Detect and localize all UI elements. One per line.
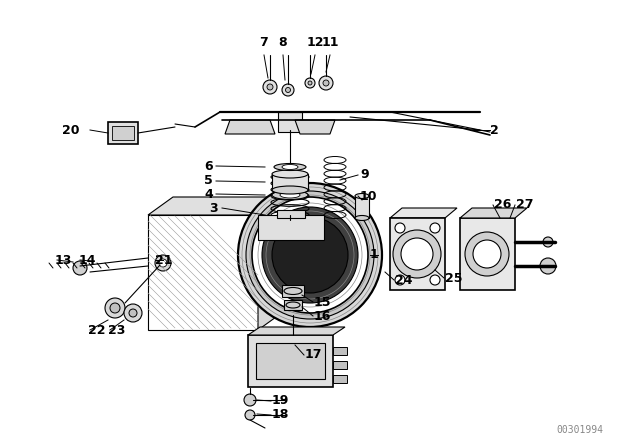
Circle shape — [110, 303, 120, 313]
Circle shape — [395, 223, 405, 233]
Polygon shape — [248, 327, 345, 335]
Ellipse shape — [282, 164, 298, 169]
Text: 00301994: 00301994 — [557, 425, 604, 435]
Circle shape — [244, 394, 256, 406]
Circle shape — [267, 84, 273, 90]
Circle shape — [105, 298, 125, 318]
Text: 23: 23 — [108, 323, 125, 336]
Text: 7: 7 — [260, 35, 268, 48]
Text: 1: 1 — [370, 249, 379, 262]
Bar — [256, 343, 325, 379]
Bar — [282, 285, 304, 297]
Circle shape — [124, 304, 142, 322]
Polygon shape — [148, 215, 258, 330]
Bar — [390, 218, 445, 290]
Text: 13: 13 — [55, 254, 72, 267]
Text: 8: 8 — [278, 35, 287, 48]
Circle shape — [263, 80, 277, 94]
Polygon shape — [148, 197, 283, 215]
Text: 16: 16 — [314, 310, 332, 323]
Circle shape — [238, 183, 382, 327]
Circle shape — [155, 255, 171, 271]
Circle shape — [129, 309, 137, 317]
Text: 21: 21 — [155, 254, 173, 267]
Text: 9: 9 — [360, 168, 369, 181]
Bar — [284, 300, 302, 310]
Circle shape — [543, 237, 553, 247]
Ellipse shape — [272, 170, 308, 178]
Text: 24: 24 — [395, 273, 413, 287]
Circle shape — [430, 275, 440, 285]
Text: 19: 19 — [272, 395, 289, 408]
Text: 10: 10 — [360, 190, 378, 202]
Ellipse shape — [286, 302, 300, 308]
Text: 14: 14 — [79, 254, 97, 267]
Text: 20: 20 — [62, 124, 79, 137]
Text: 11: 11 — [321, 35, 339, 48]
Text: 27: 27 — [516, 198, 534, 211]
Ellipse shape — [355, 194, 369, 198]
Bar — [258, 215, 324, 240]
Circle shape — [73, 261, 87, 275]
Bar — [333, 361, 347, 369]
Polygon shape — [295, 120, 335, 134]
Text: 17: 17 — [305, 349, 323, 362]
Text: 25: 25 — [445, 271, 463, 284]
Bar — [272, 174, 308, 190]
Bar — [112, 126, 134, 140]
Ellipse shape — [355, 215, 369, 220]
Bar — [278, 112, 302, 132]
Ellipse shape — [284, 288, 302, 294]
Circle shape — [323, 80, 329, 86]
Text: 26: 26 — [494, 198, 511, 211]
Circle shape — [308, 81, 312, 85]
Circle shape — [272, 217, 348, 293]
Ellipse shape — [272, 190, 308, 199]
Bar — [355, 196, 369, 218]
Polygon shape — [390, 208, 457, 218]
Bar — [148, 215, 258, 330]
Text: 3: 3 — [209, 202, 218, 215]
Polygon shape — [258, 197, 283, 330]
Ellipse shape — [280, 192, 300, 198]
Circle shape — [252, 197, 368, 313]
Bar — [460, 218, 515, 290]
Circle shape — [395, 275, 405, 285]
Text: 12: 12 — [307, 35, 324, 48]
Ellipse shape — [274, 164, 306, 171]
Text: 18: 18 — [272, 409, 289, 422]
Bar — [248, 335, 333, 387]
Circle shape — [159, 259, 167, 267]
Polygon shape — [460, 208, 527, 218]
Bar — [333, 347, 347, 355]
Circle shape — [246, 191, 374, 319]
Circle shape — [540, 258, 556, 274]
Ellipse shape — [272, 186, 308, 194]
Bar — [108, 122, 138, 144]
Circle shape — [465, 232, 509, 276]
Circle shape — [305, 78, 315, 88]
Text: 15: 15 — [314, 296, 332, 309]
Circle shape — [282, 84, 294, 96]
Bar — [277, 210, 305, 218]
Text: 5: 5 — [204, 175, 213, 188]
Bar — [333, 375, 347, 383]
Circle shape — [393, 230, 441, 278]
Circle shape — [245, 410, 255, 420]
Text: 22: 22 — [88, 323, 106, 336]
Circle shape — [262, 207, 358, 303]
Circle shape — [430, 223, 440, 233]
Circle shape — [401, 238, 433, 270]
Circle shape — [319, 76, 333, 90]
Circle shape — [473, 240, 501, 268]
Text: 4: 4 — [204, 188, 213, 201]
Polygon shape — [225, 120, 275, 134]
Text: 2: 2 — [490, 124, 499, 137]
Text: 6: 6 — [204, 159, 213, 172]
Circle shape — [285, 87, 291, 92]
